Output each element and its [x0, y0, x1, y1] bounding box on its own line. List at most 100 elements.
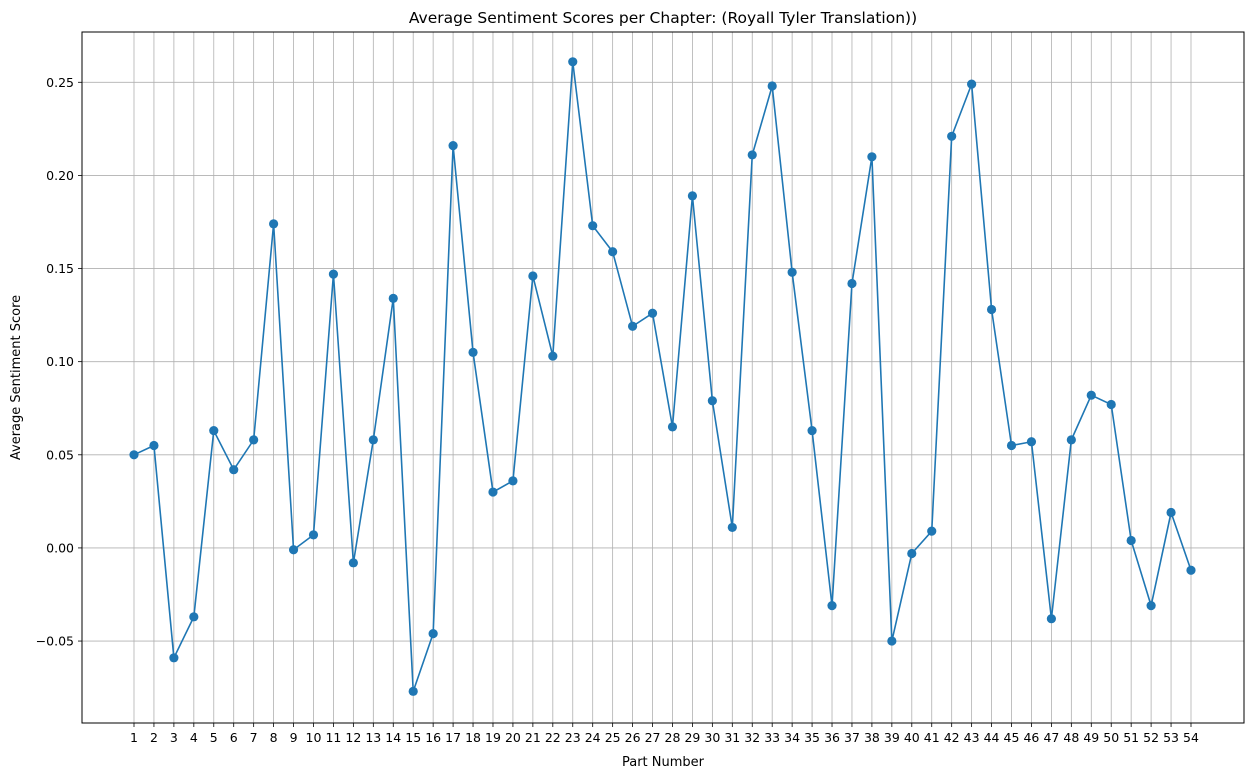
data-point [548, 351, 558, 361]
data-point [588, 221, 598, 231]
data-point [907, 548, 917, 559]
data-point [229, 465, 239, 475]
x-tick-label: 41 [924, 730, 940, 745]
data-point [967, 79, 977, 89]
x-tick-label: 18 [465, 730, 481, 745]
data-point [707, 396, 717, 406]
data-point [608, 247, 618, 257]
x-tick-label: 1 [130, 730, 138, 745]
data-point [1106, 399, 1116, 410]
x-tick-label: 30 [704, 730, 720, 745]
x-tick-label: 38 [864, 730, 880, 745]
data-point [528, 271, 538, 281]
y-tick-label: −0.05 [36, 634, 74, 649]
x-tick-label: 14 [385, 730, 401, 745]
x-tick-label: 42 [944, 730, 960, 745]
x-tick-label: 45 [1004, 730, 1020, 745]
x-tick-label: 7 [250, 730, 258, 745]
y-axis-ticks: −0.05 0.00 0.05 0.10 0.15 0.20 0.25 [36, 75, 82, 649]
x-tick-label: 43 [964, 730, 980, 745]
x-tick-label: 46 [1023, 730, 1039, 745]
x-tick-label: 21 [525, 730, 541, 745]
y-tick-label: 0.10 [46, 354, 74, 369]
data-point [488, 487, 498, 497]
data-point [1006, 440, 1017, 451]
x-tick-label: 24 [585, 730, 601, 745]
x-tick-label: 40 [904, 730, 920, 745]
data-point [468, 347, 478, 357]
data-point [269, 219, 279, 229]
x-tick-label: 37 [844, 730, 860, 745]
data-point [807, 425, 817, 436]
x-tick-label: 5 [210, 730, 218, 745]
x-tick-label: 23 [565, 730, 581, 745]
x-tick-label: 17 [445, 730, 461, 745]
x-tick-label: 33 [764, 730, 780, 745]
x-tick-label: 12 [345, 730, 361, 745]
data-point [1126, 535, 1136, 546]
x-tick-label: 32 [744, 730, 760, 745]
chart-title: Average Sentiment Scores per Chapter: (R… [409, 9, 917, 27]
x-tick-label: 44 [984, 730, 1000, 745]
data-point [288, 545, 299, 555]
x-tick-label: 22 [545, 730, 561, 745]
x-tick-label: 51 [1123, 730, 1139, 745]
data-point [508, 476, 518, 486]
data-point [448, 141, 458, 151]
data-point [827, 601, 837, 611]
y-tick-label: 0.05 [46, 447, 74, 462]
data-point [927, 526, 937, 536]
data-point [308, 530, 319, 540]
data-point [747, 150, 757, 160]
x-tick-label: 49 [1083, 730, 1099, 745]
data-point [328, 269, 339, 279]
x-tick-label: 26 [625, 730, 641, 745]
x-tick-label: 28 [665, 730, 681, 745]
x-tick-label: 20 [505, 730, 521, 745]
data-point [1186, 565, 1196, 575]
data-point [149, 440, 159, 451]
data-point [867, 152, 877, 162]
x-tick-label: 54 [1183, 730, 1199, 745]
x-tick-label: 31 [724, 730, 740, 745]
x-tick-label: 47 [1043, 730, 1059, 745]
x-axis-ticks: 1 2 3 4 5 6 7 8 9 10 11 12 13 14 15 16 17 18 19 20 21 22 23 24 2… [130, 723, 1199, 745]
data-point [887, 636, 897, 646]
data-point [348, 558, 358, 568]
x-tick-label: 19 [485, 730, 501, 745]
x-tick-label: 15 [405, 730, 421, 745]
data-point [249, 435, 259, 445]
x-tick-label: 52 [1143, 730, 1159, 745]
x-axis-label: Part Number [622, 755, 705, 770]
y-tick-label: 0.20 [46, 168, 74, 183]
data-point [667, 422, 678, 432]
data-point [647, 308, 658, 318]
data-point [727, 522, 737, 533]
data-point [1166, 507, 1176, 518]
data-point [687, 191, 698, 201]
data-point [169, 653, 179, 663]
data-point [787, 267, 797, 277]
x-tick-label: 35 [804, 730, 820, 745]
x-tick-label: 13 [365, 730, 381, 745]
x-tick-label: 6 [230, 730, 238, 745]
data-point [947, 131, 957, 141]
x-tick-label: 10 [306, 730, 322, 745]
data-point [408, 686, 418, 696]
series-line [133, 61, 1192, 692]
y-tick-label: 0.00 [46, 540, 74, 555]
x-tick-label: 16 [425, 730, 441, 745]
x-tick-label: 11 [325, 730, 341, 745]
data-point [189, 612, 199, 622]
x-tick-label: 2 [150, 730, 158, 745]
x-tick-label: 36 [824, 730, 840, 745]
x-tick-label: 34 [784, 730, 800, 745]
data-point [209, 425, 219, 436]
x-tick-label: 4 [190, 730, 198, 745]
data-point [1066, 435, 1076, 445]
data-point [767, 81, 777, 91]
x-tick-label: 3 [170, 730, 178, 745]
x-tick-label: 53 [1163, 730, 1179, 745]
x-tick-label: 8 [270, 730, 278, 745]
